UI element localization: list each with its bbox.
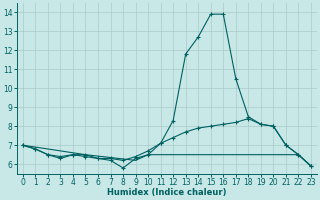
X-axis label: Humidex (Indice chaleur): Humidex (Indice chaleur) — [107, 188, 227, 197]
